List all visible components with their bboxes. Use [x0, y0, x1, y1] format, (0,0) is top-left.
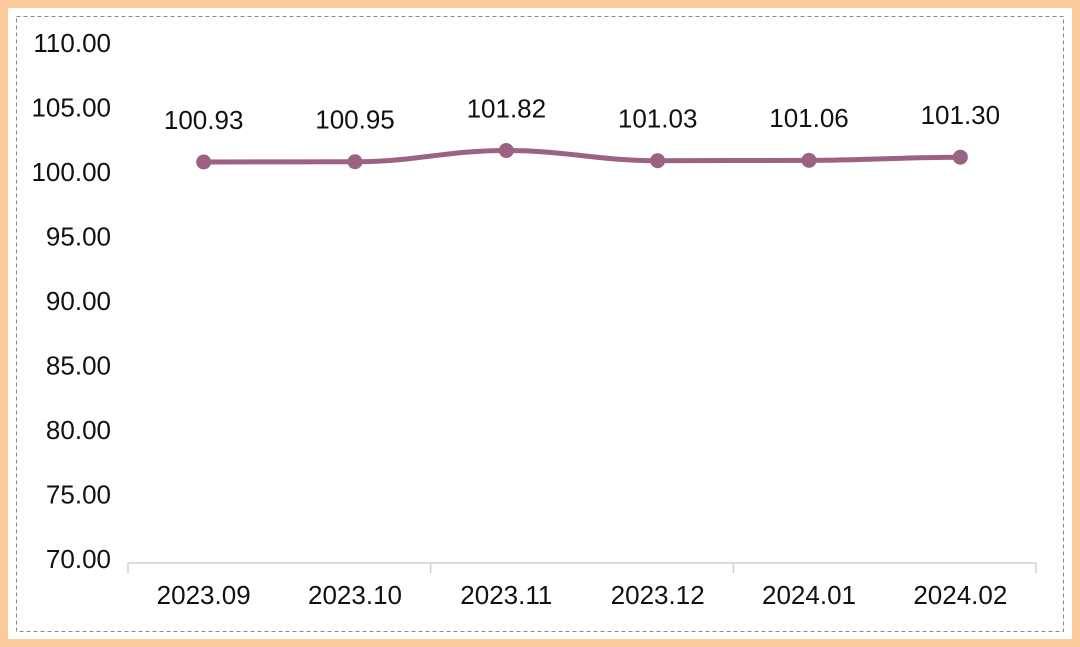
y-tick-label: 75.00 [46, 479, 111, 509]
x-tick-label: 2024.01 [762, 580, 856, 610]
background [8, 8, 1072, 639]
y-tick-label: 100.00 [31, 157, 111, 187]
y-tick-label: 90.00 [46, 286, 111, 316]
x-tick-label: 2023.10 [308, 580, 402, 610]
marker [196, 154, 212, 170]
line [201, 148, 963, 165]
marker [650, 153, 666, 169]
plot-frame [16, 16, 1064, 632]
y-tick-label: 95.00 [46, 221, 111, 251]
x-tick-label: 2023.11 [460, 580, 552, 610]
data-label: 100.93 [164, 105, 244, 135]
marker [801, 152, 817, 168]
x-tick-label: 2024.02 [913, 580, 1007, 610]
y-tick-label: 85.00 [46, 350, 111, 380]
data-label: 101.03 [618, 104, 698, 134]
data-label: 101.30 [921, 100, 1001, 130]
marker [347, 154, 363, 170]
y-tick-label: 105.00 [31, 92, 111, 122]
data-label: 101.82 [467, 93, 547, 123]
x-tick-label: 2023.12 [611, 580, 705, 610]
marker [952, 149, 968, 165]
data-label: 101.06 [769, 103, 849, 133]
y-tick-label: 80.00 [46, 415, 111, 445]
y-tick-label: 70.00 [46, 544, 111, 574]
y-tick-label: 110.00 [33, 28, 111, 58]
marker [498, 143, 514, 159]
data-label: 100.95 [315, 105, 395, 135]
x-tick-label: 2023.09 [157, 580, 251, 610]
